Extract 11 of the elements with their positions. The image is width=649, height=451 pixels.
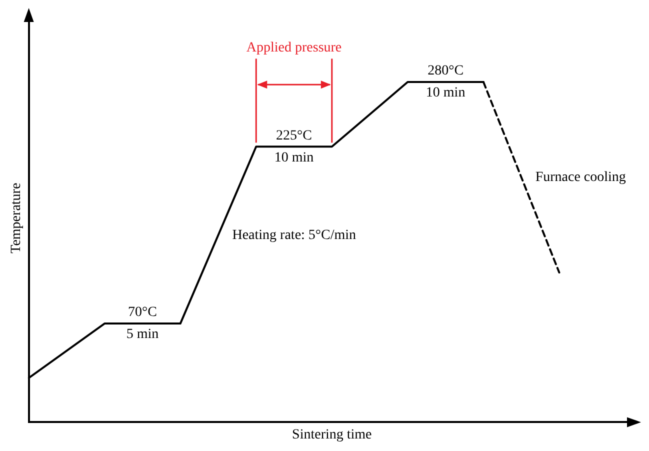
annotation: 10 min bbox=[274, 150, 314, 166]
annotation: 5 min bbox=[126, 327, 159, 342]
annotation: Heating rate: 5°C/min bbox=[232, 228, 356, 243]
text: 280°C bbox=[428, 64, 464, 79]
text: Applied pressure bbox=[246, 40, 342, 56]
annotation: 70°C bbox=[128, 305, 157, 320]
annotation: 10 min bbox=[426, 86, 466, 101]
x-axis-title: Sintering time bbox=[292, 427, 372, 442]
annotation: 225°C bbox=[276, 128, 312, 144]
annotation: Furnace cooling bbox=[535, 170, 626, 185]
y-axis-title: Temperature bbox=[9, 182, 24, 254]
